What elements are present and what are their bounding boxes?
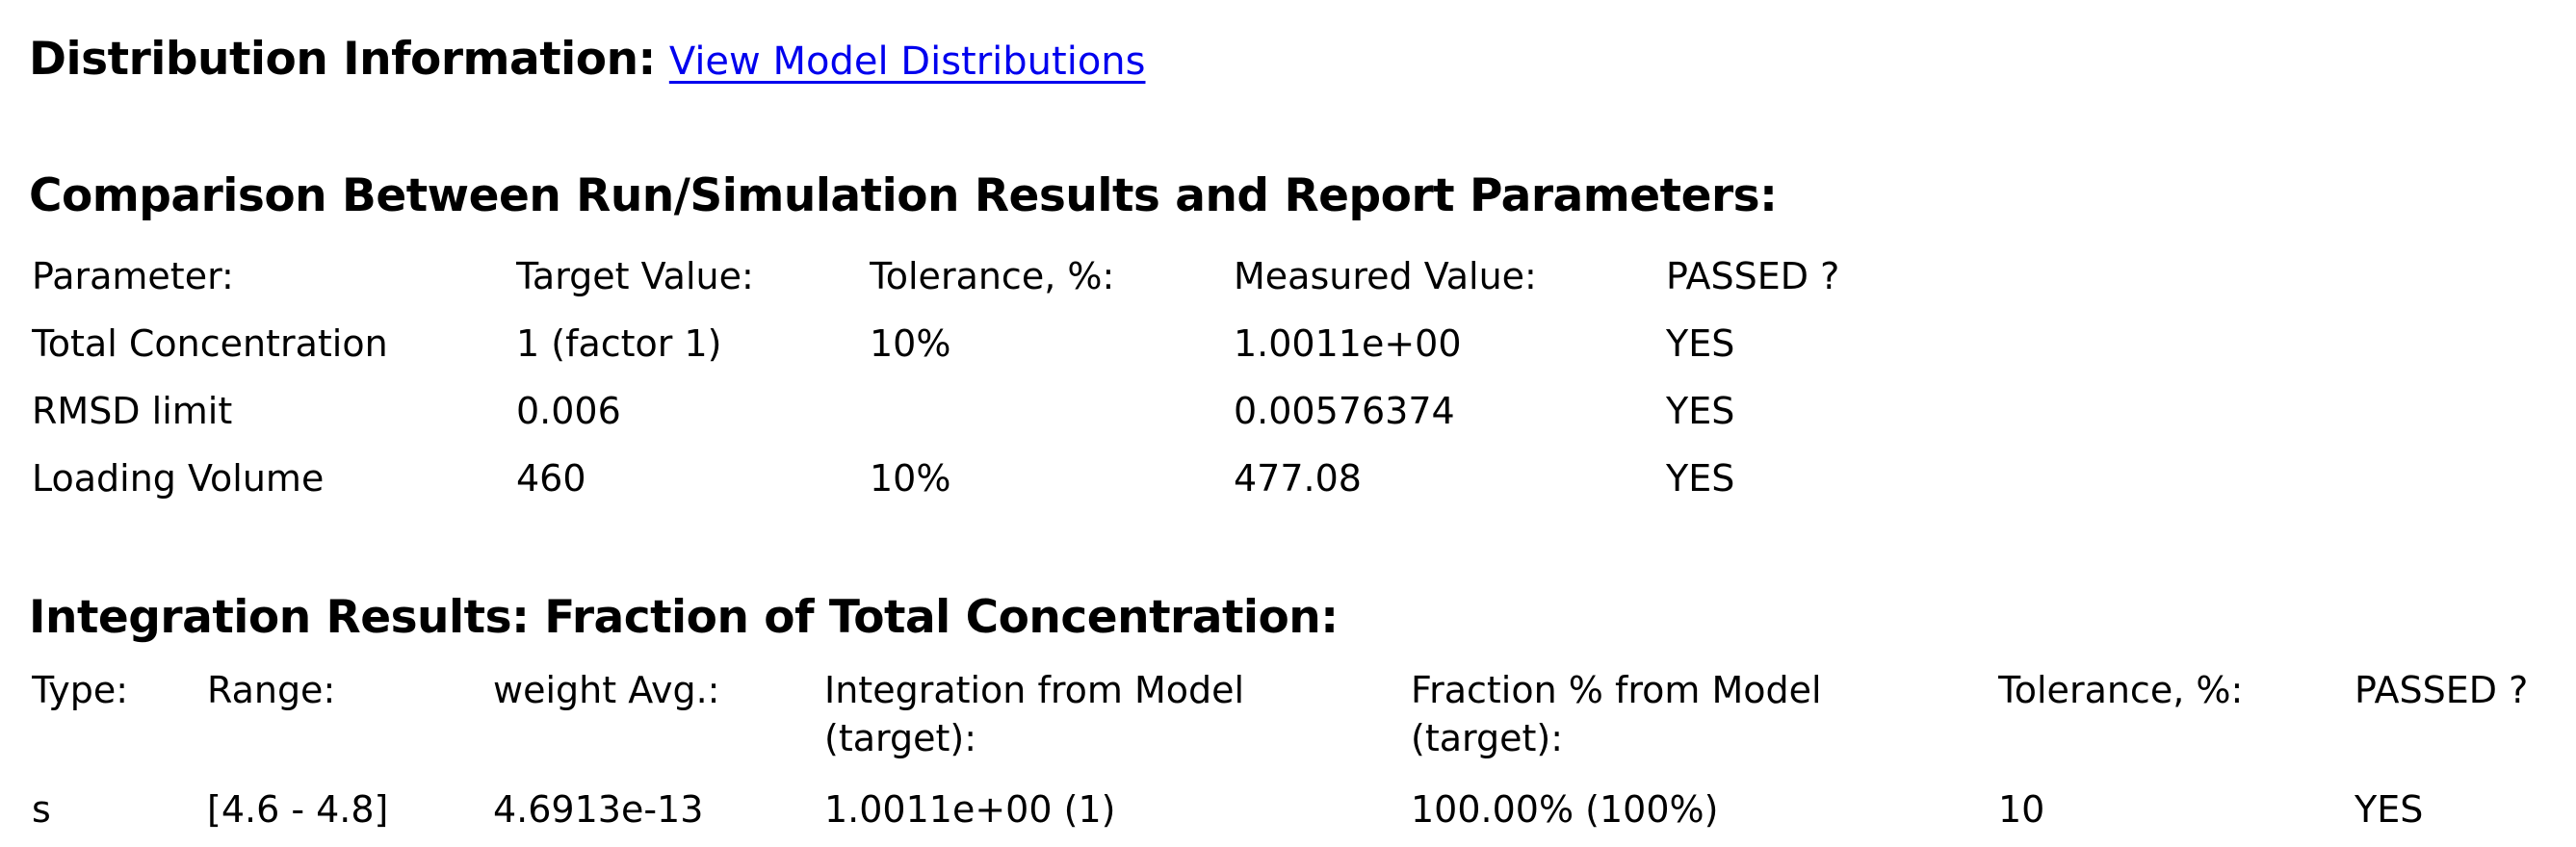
- integration-col-integration-from-model: Integration from Model (target):: [824, 669, 1245, 759]
- passed-cell: YES: [2355, 788, 2424, 831]
- parameter-cell: RMSD limit: [32, 390, 233, 432]
- range-cell: [4.6 - 4.8]: [207, 788, 389, 831]
- comparison-col-target-value: Target Value:: [516, 255, 754, 297]
- tolerance-cell: 10: [1998, 788, 2045, 831]
- integration-col-range: Range:: [207, 669, 336, 711]
- distribution-info-row: Distribution Information: View Model Dist…: [29, 33, 1145, 86]
- fraction-cell: 100.00% (100%): [1411, 788, 1719, 831]
- comparison-col-tolerance: Tolerance, %:: [870, 255, 1115, 297]
- integration-col-tolerance: Tolerance, %:: [1998, 669, 2244, 711]
- integration-table: Type: Range: weight Avg.: Integration fr…: [32, 666, 2576, 843]
- parameter-cell: Loading Volume: [32, 457, 325, 500]
- table-row: RMSD limit 0.006 0.00576374 YES: [32, 377, 1907, 445]
- comparison-col-passed: PASSED ?: [1666, 255, 1840, 297]
- integration-heading: Integration Results: Fraction of Total C…: [29, 591, 1339, 644]
- tolerance-cell: 10%: [870, 457, 951, 500]
- integration-col-weight-avg: weight Avg.:: [493, 669, 720, 711]
- table-row: Loading Volume 460 10% 477.08 YES: [32, 445, 1907, 512]
- table-row: Total Concentration 1 (factor 1) 10% 1.0…: [32, 310, 1907, 377]
- type-cell: s: [32, 788, 51, 831]
- passed-cell: YES: [1666, 390, 1735, 432]
- target-value-cell: 460: [516, 457, 586, 500]
- tolerance-cell: 10%: [870, 322, 951, 365]
- comparison-col-parameter: Parameter:: [32, 255, 234, 297]
- target-value-cell: 0.006: [516, 390, 621, 432]
- tolerance-cell: [870, 377, 1234, 445]
- comparison-table: Parameter: Target Value: Tolerance, %: M…: [32, 243, 1907, 512]
- comparison-header-row: Parameter: Target Value: Tolerance, %: M…: [32, 243, 1907, 310]
- passed-cell: YES: [1666, 457, 1735, 500]
- comparison-col-measured-value: Measured Value:: [1234, 255, 1537, 297]
- view-model-distributions-link[interactable]: View Model Distributions: [668, 39, 1146, 84]
- measured-value-cell: 477.08: [1234, 457, 1362, 500]
- passed-cell: YES: [1666, 322, 1735, 365]
- target-value-cell: 1 (factor 1): [516, 322, 722, 365]
- integration-col-passed: PASSED ?: [2355, 669, 2529, 711]
- table-row: s [4.6 - 4.8] 4.6913e-13 1.0011e+00 (1) …: [32, 776, 2576, 843]
- integration-col-type: Type:: [32, 669, 129, 711]
- integration-header-row: Type: Range: weight Avg.: Integration fr…: [32, 666, 2576, 776]
- measured-value-cell: 1.0011e+00: [1234, 322, 1462, 365]
- distribution-info-heading: Distribution Information:: [29, 33, 656, 86]
- parameter-cell: Total Concentration: [32, 322, 388, 365]
- weight-avg-cell: 4.6913e-13: [493, 788, 704, 831]
- integration-col-fraction-from-model: Fraction % from Model (target):: [1411, 669, 1822, 759]
- integration-cell: 1.0011e+00 (1): [824, 788, 1116, 831]
- comparison-heading: Comparison Between Run/Simulation Result…: [29, 169, 1778, 222]
- measured-value-cell: 0.00576374: [1234, 390, 1455, 432]
